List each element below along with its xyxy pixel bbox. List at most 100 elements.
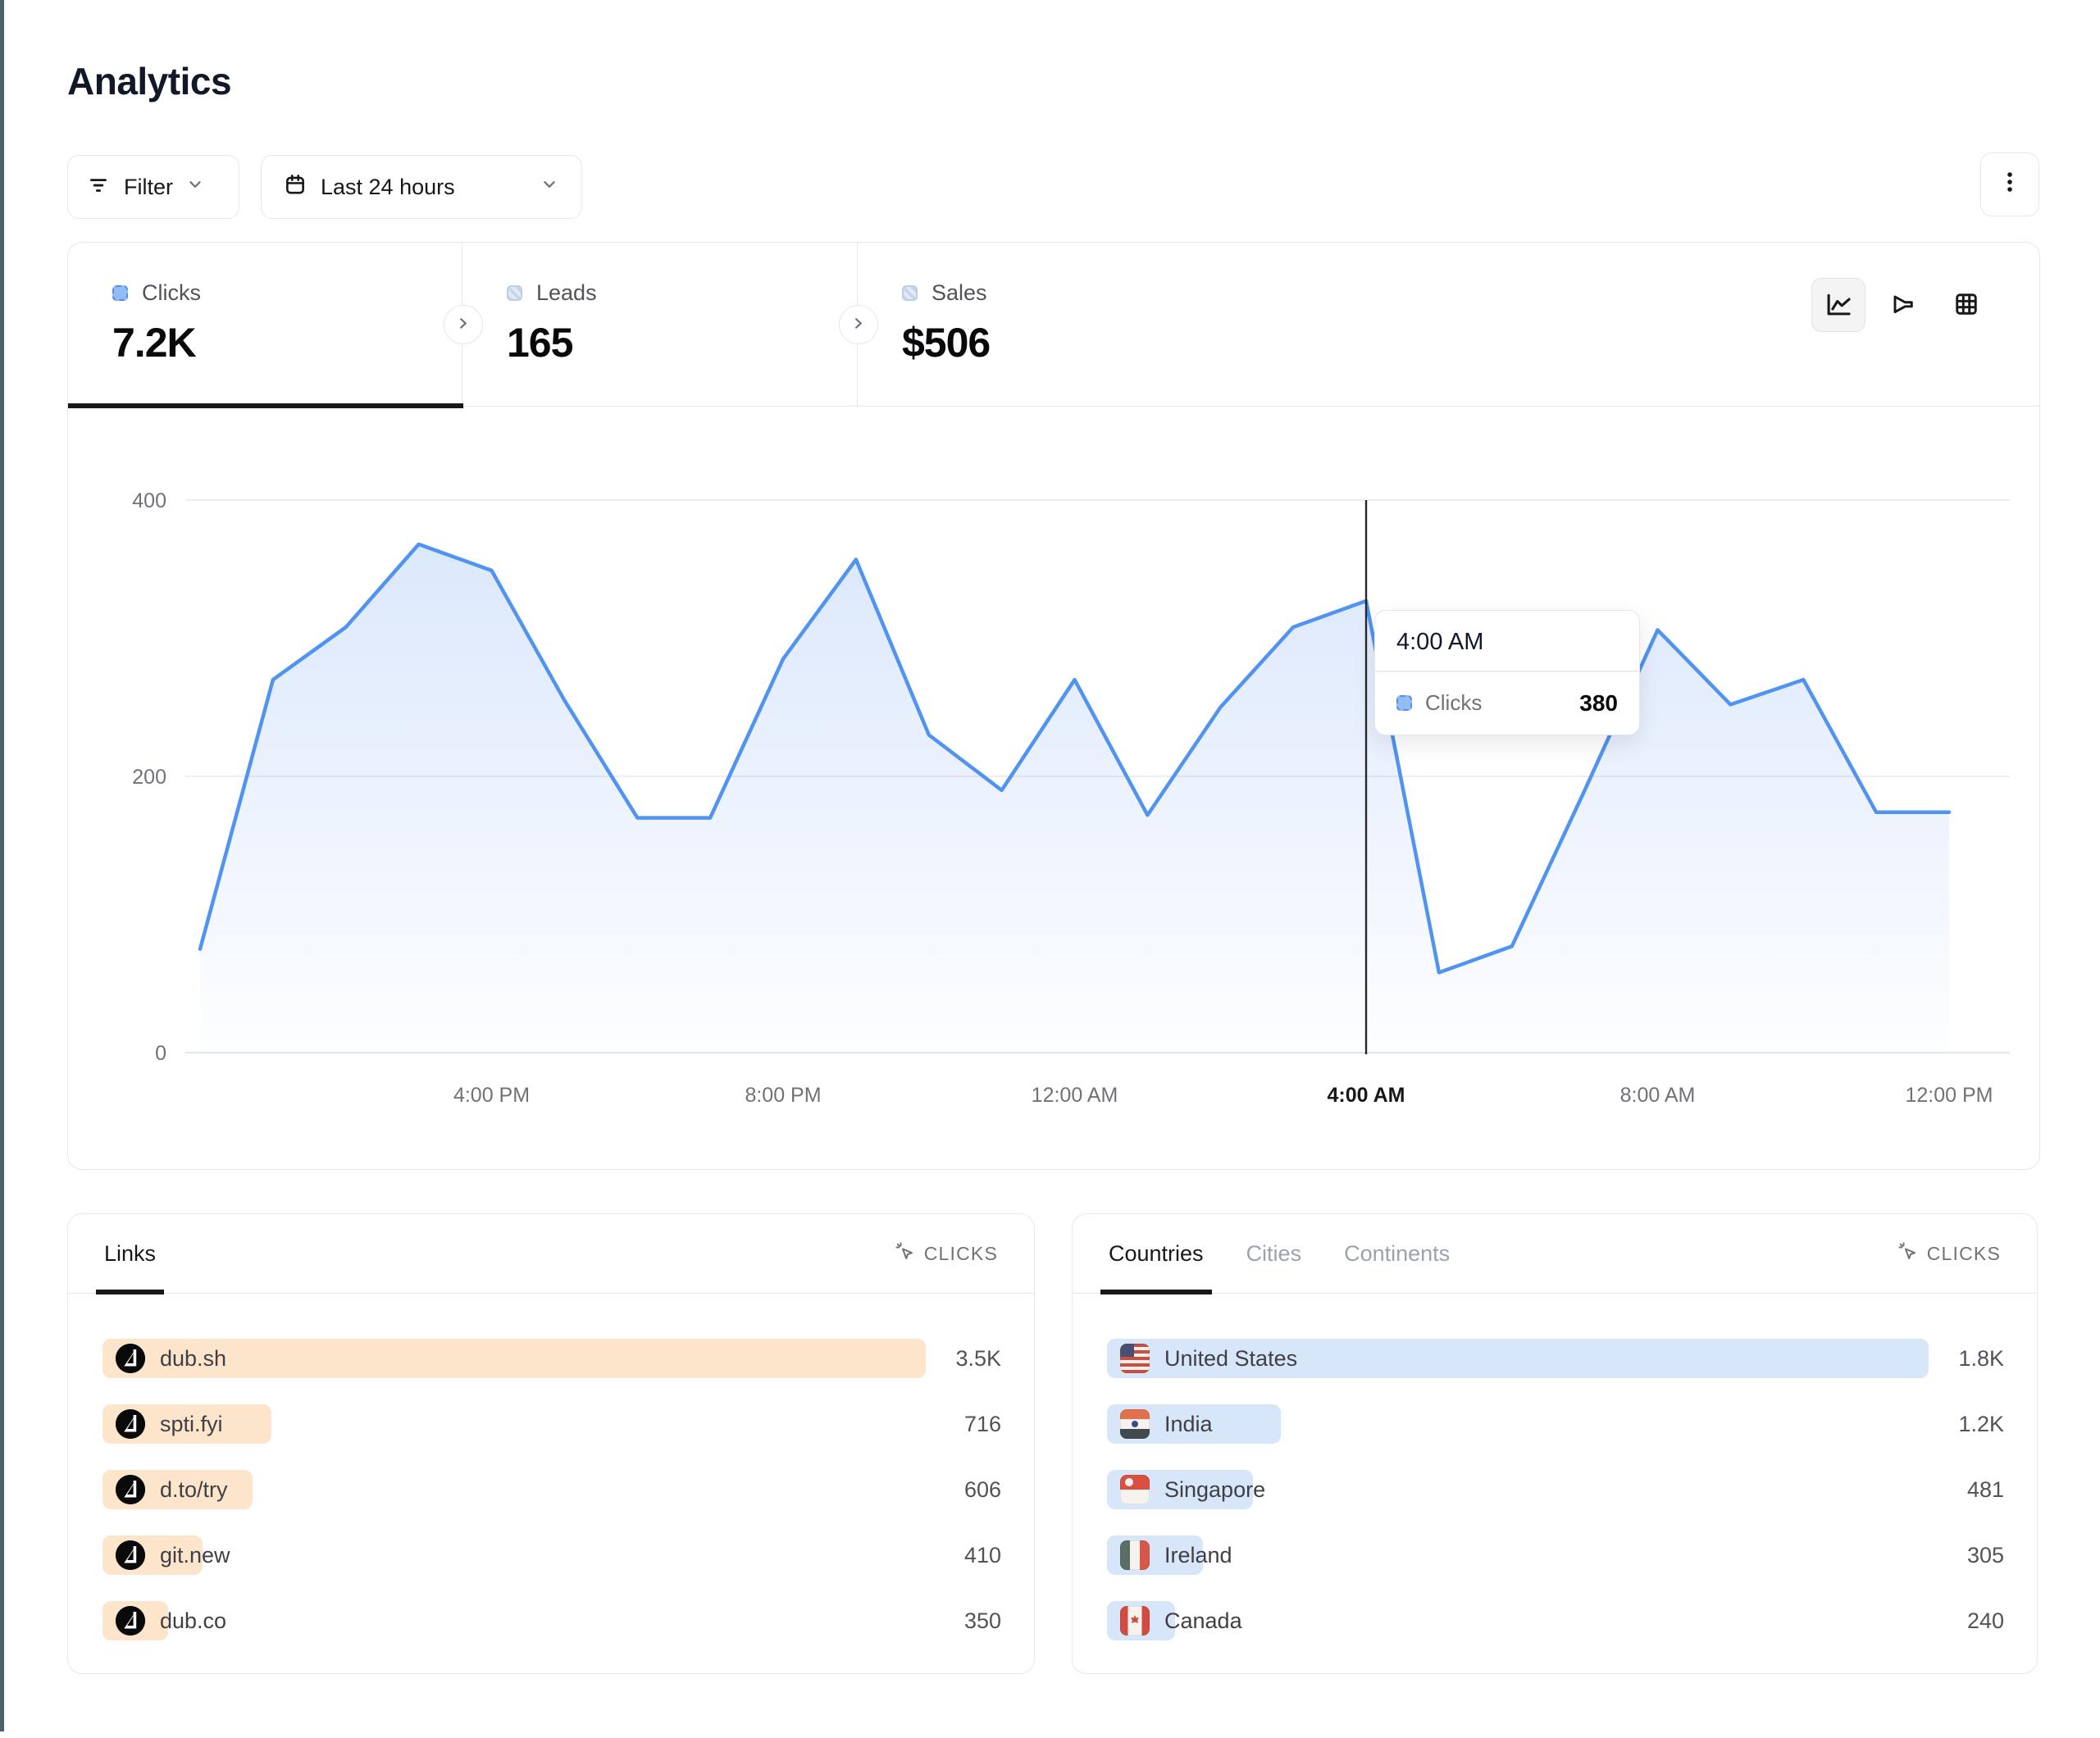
item-value: 606 xyxy=(963,1476,1001,1502)
next-step-button[interactable] xyxy=(444,305,483,344)
stat-value: 7.2K xyxy=(112,320,197,366)
chevron-right-icon xyxy=(453,312,474,338)
item-value: 3.5K xyxy=(955,1345,1001,1371)
x-axis-label: 4:00 AM xyxy=(1328,1084,1405,1107)
x-axis-label: 12:00 AM xyxy=(1032,1084,1118,1107)
active-tab-underline xyxy=(68,403,463,408)
list-item[interactable]: United States 1.8K xyxy=(1073,1339,2037,1378)
stat-value: 165 xyxy=(507,320,573,366)
list-item[interactable]: Singapore 481 xyxy=(1073,1470,2037,1509)
tab-continents[interactable]: Continents xyxy=(1344,1240,1451,1266)
kebab-menu-icon xyxy=(1998,168,2022,202)
item-label: dub.co xyxy=(160,1608,227,1633)
funnel-icon xyxy=(1888,289,1917,321)
x-axis-label: 12:00 PM xyxy=(1905,1084,1993,1107)
kebab-menu-button[interactable] xyxy=(1980,152,2039,216)
chevron-right-icon xyxy=(848,312,869,338)
item-label: dub.sh xyxy=(160,1345,227,1371)
x-axis-label: 8:00 AM xyxy=(1620,1084,1696,1107)
list-item[interactable]: Canada 240 xyxy=(1073,1601,2037,1640)
us-flag xyxy=(1120,1344,1150,1373)
view-line-chart-button[interactable] xyxy=(1811,278,1865,332)
chart-view-toggle xyxy=(1811,278,1993,332)
metric-selector[interactable]: CLICKS xyxy=(893,1214,998,1293)
x-axis-label: 4:00 PM xyxy=(453,1084,530,1107)
clicks-line xyxy=(198,542,1952,975)
cursor-click-icon xyxy=(893,1240,916,1267)
item-label: spti.fyi xyxy=(160,1411,223,1436)
grid-icon xyxy=(1952,289,1981,321)
metric-label: CLICKS xyxy=(923,1242,998,1264)
chart-canvas[interactable]: 400 200 0 4:00 PM 8:00 PM 12:00 AM 4:00 AM 8:00… xyxy=(68,407,2041,1170)
list-item[interactable]: git.new 410 xyxy=(68,1536,1034,1575)
date-range-label: Last 24 hours xyxy=(321,174,455,199)
list-item[interactable]: dub.co 350 xyxy=(68,1601,1034,1640)
countries-panel: Countries Cities Continents CLICKS United … xyxy=(1072,1213,2038,1674)
item-label: Singapore xyxy=(1164,1476,1266,1502)
value-bar xyxy=(1107,1339,1929,1378)
y-axis-label: 0 xyxy=(155,1042,166,1065)
item-label: git.new xyxy=(160,1542,230,1567)
panel-header: Countries Cities Continents CLICKS xyxy=(1073,1214,2037,1294)
tooltip-value: 380 xyxy=(1579,689,1618,716)
metric-selector[interactable]: CLICKS xyxy=(1896,1214,2001,1293)
chevron-down-icon xyxy=(184,174,206,201)
india-flag xyxy=(1120,1409,1150,1439)
stat-label: Sales xyxy=(932,280,987,305)
list-item[interactable]: d.to/try 606 xyxy=(68,1470,1034,1509)
item-label: India xyxy=(1164,1411,1213,1436)
sales-series-swatch xyxy=(902,285,918,301)
dub-logo xyxy=(116,1344,145,1373)
stat-tabs: Clicks 7.2K Leads 165 Sales $506 xyxy=(68,243,2039,408)
chart-tooltip: 4:00 AM Clicks 380 xyxy=(1374,610,1640,735)
tab-links[interactable]: Links xyxy=(95,1214,165,1294)
dub-logo xyxy=(116,1475,145,1504)
tooltip-divider xyxy=(1375,671,1639,672)
singapore-flag xyxy=(1120,1475,1150,1504)
tab-cities[interactable]: Cities xyxy=(1246,1240,1302,1266)
filter-button-label: Filter xyxy=(124,174,173,199)
filter-icon xyxy=(86,172,111,202)
list-item[interactable]: India 1.2K xyxy=(1073,1404,2037,1444)
stat-tab-leads[interactable]: Leads 165 xyxy=(462,243,858,406)
next-step-button[interactable] xyxy=(839,305,878,344)
item-label: Ireland xyxy=(1164,1542,1232,1567)
leads-series-swatch xyxy=(507,285,522,301)
links-panel: Links CLICKS dub.sh 3.5K spti.fyi xyxy=(67,1213,1035,1674)
calendar-icon xyxy=(283,172,307,202)
item-value: 350 xyxy=(963,1608,1001,1633)
item-value: 410 xyxy=(963,1542,1001,1567)
list-item[interactable]: spti.fyi 716 xyxy=(68,1404,1034,1444)
stat-value: $506 xyxy=(902,320,991,366)
ireland-flag xyxy=(1120,1540,1150,1570)
chevron-down-icon xyxy=(539,174,560,201)
item-value: 305 xyxy=(1966,1542,2004,1567)
cursor-click-icon xyxy=(1896,1240,1919,1267)
panel-header: Links CLICKS xyxy=(68,1214,1034,1294)
bar-list: United States 1.8K India 1.2K Singapore xyxy=(1073,1294,2037,1640)
stat-tab-sales[interactable]: Sales $506 xyxy=(858,243,2039,406)
item-value: 1.2K xyxy=(1958,1411,2004,1436)
x-axis-label: 8:00 PM xyxy=(745,1084,821,1107)
clicks-series-swatch xyxy=(112,285,128,301)
list-item[interactable]: dub.sh 3.5K xyxy=(68,1339,1034,1378)
window-edge xyxy=(0,0,4,1731)
tooltip-time: 4:00 AM xyxy=(1396,629,1484,655)
item-label: d.to/try xyxy=(160,1476,228,1502)
filter-button[interactable]: Filter xyxy=(67,155,239,219)
item-value: 1.8K xyxy=(1958,1345,2004,1371)
view-grid-button[interactable] xyxy=(1939,278,1993,332)
tab-countries[interactable]: Countries xyxy=(1100,1214,1212,1294)
dub-logo xyxy=(116,1606,145,1636)
analytics-chart-card: Clicks 7.2K Leads 165 Sales $506 400 200 0… xyxy=(67,242,2040,1170)
clicks-area-chart[interactable]: 400 200 0 4:00 PM 8:00 PM 12:00 AM 4:00 AM 8:00… xyxy=(68,407,2041,1170)
y-axis-label: 400 xyxy=(132,489,166,512)
item-value: 240 xyxy=(1966,1608,2004,1633)
date-range-button[interactable]: Last 24 hours xyxy=(261,155,582,219)
stat-tab-clicks[interactable]: Clicks 7.2K xyxy=(68,243,462,406)
line-chart-icon xyxy=(1823,289,1854,322)
value-bar xyxy=(102,1339,926,1378)
area-fill xyxy=(200,544,1949,1053)
view-funnel-button[interactable] xyxy=(1875,278,1929,332)
list-item[interactable]: Ireland 305 xyxy=(1073,1536,2037,1575)
